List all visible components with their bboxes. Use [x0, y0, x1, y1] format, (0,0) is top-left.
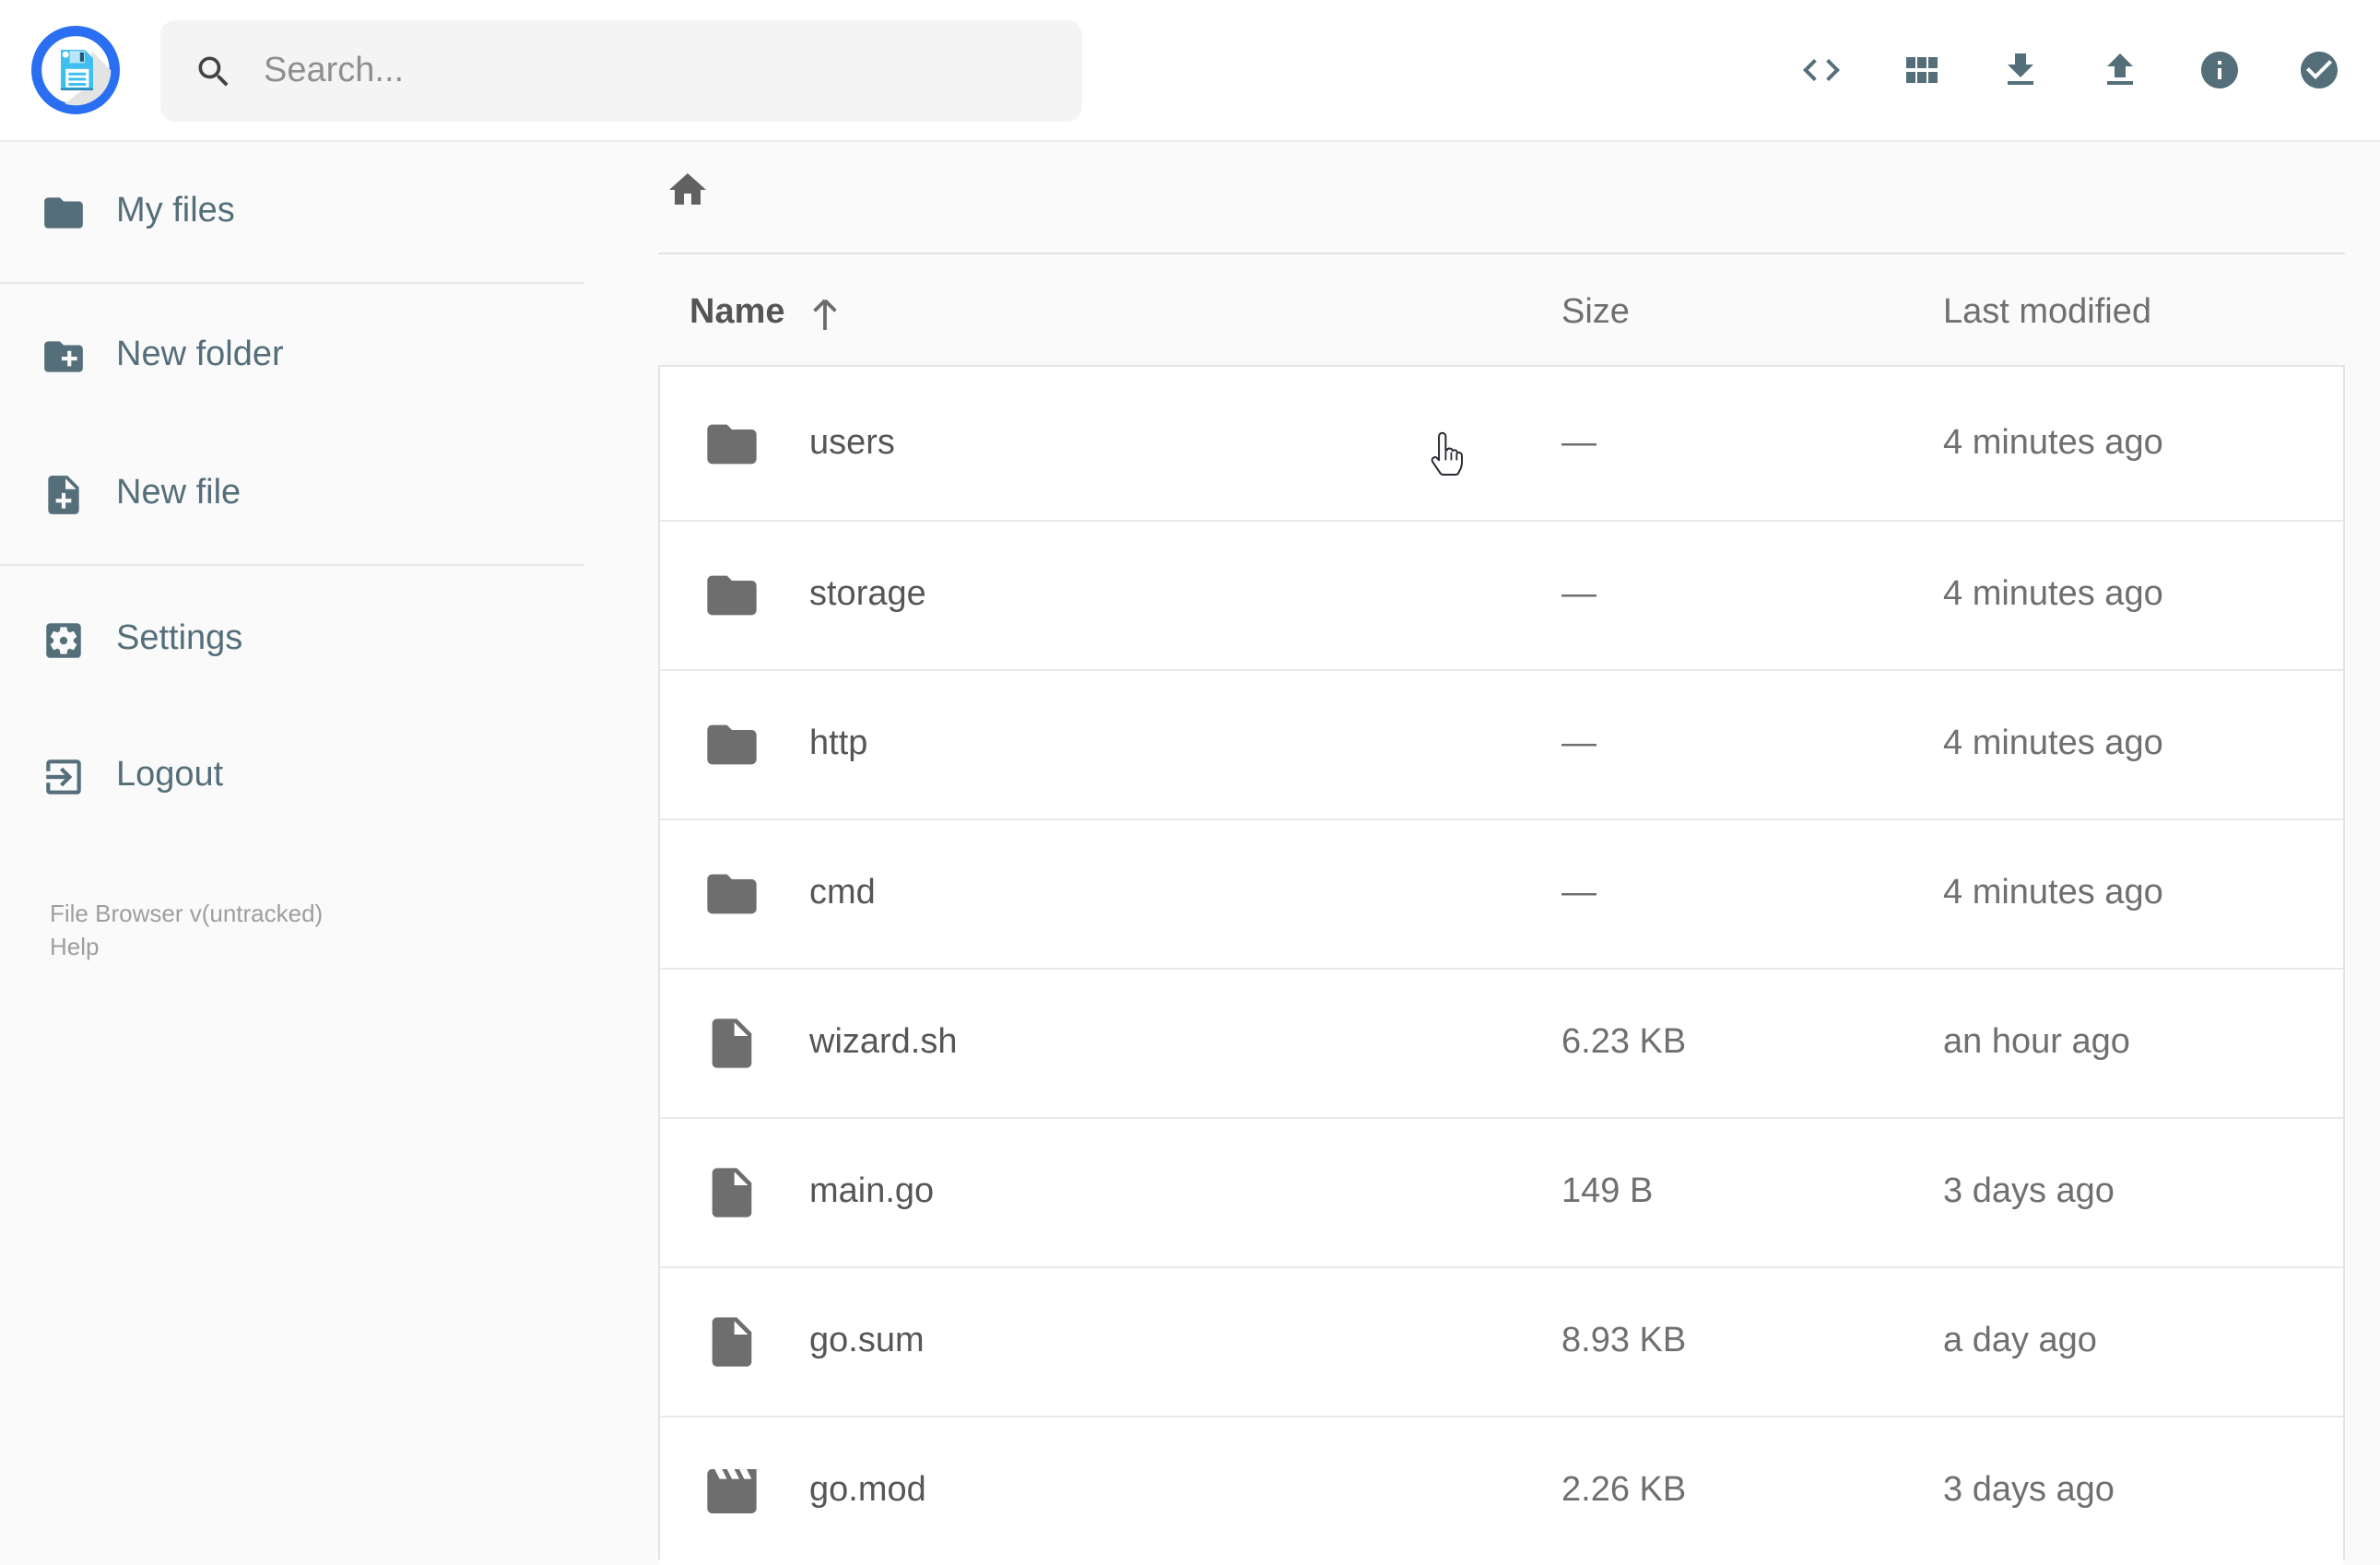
name-cell: go.sum	[660, 1312, 1561, 1371]
size-cell: —	[1561, 423, 1596, 462]
folder-icon	[707, 423, 757, 464]
modified-cell: 4 minutes ago	[1943, 724, 2163, 763]
sidebar-item-label: New folder	[116, 335, 284, 374]
modified-cell: 4 minutes ago	[1943, 423, 2163, 462]
sidebar-item-label: Logout	[116, 756, 224, 794]
table-row-users[interactable]: users — 4 minutes ago	[660, 367, 2343, 520]
header-action-buttons	[1799, 48, 2341, 92]
name-cell: main.go	[660, 1163, 1561, 1222]
sidebar-item-label: My files	[116, 192, 235, 230]
sidebar-item-label: Settings	[116, 619, 243, 658]
home-icon	[669, 173, 706, 205]
table-row-http[interactable]: http — 4 minutes ago	[660, 669, 2343, 818]
top-header-bar	[0, 0, 2380, 142]
movie-icon	[707, 1469, 757, 1513]
logout-icon	[46, 759, 81, 794]
table-row-go-sum[interactable]: go.sum 8.93 KB a day ago	[660, 1266, 2343, 1416]
help-link[interactable]: Help	[50, 932, 100, 959]
table-row-cmd[interactable]: cmd — 4 minutes ago	[660, 818, 2343, 968]
file-icon	[712, 1317, 752, 1367]
name-cell: storage	[660, 566, 1561, 625]
folder-icon	[707, 724, 757, 765]
filebrowser-logo-icon[interactable]	[29, 24, 122, 116]
column-header-modified[interactable]: Last modified	[1943, 293, 2152, 332]
select-multiple-icon[interactable]	[2297, 48, 2341, 92]
modified-cell: 3 days ago	[1943, 1172, 2115, 1211]
table-row-go-mod[interactable]: go.mod 2.26 KB 3 days ago	[660, 1416, 2343, 1565]
size-cell: 8.93 KB	[1561, 1322, 1687, 1360]
table-row-storage[interactable]: storage — 4 minutes ago	[660, 520, 2343, 669]
sidebar-item-new-folder[interactable]: New folder	[0, 310, 584, 402]
sidebar-footer: File Browser v(untracked) Help	[50, 898, 323, 962]
grid-view-icon[interactable]	[1899, 48, 1943, 92]
sidebar-item-settings[interactable]: Settings	[0, 594, 584, 686]
search-input[interactable]	[260, 49, 1082, 93]
file-name: http	[809, 724, 868, 763]
sidebar-item-new-file[interactable]: New file	[0, 448, 584, 540]
create-new-folder-icon	[44, 340, 83, 371]
modified-cell: a day ago	[1943, 1322, 2097, 1360]
file-name: cmd	[809, 874, 876, 912]
settings-icon	[46, 622, 81, 657]
file-name: main.go	[809, 1172, 935, 1211]
file-icon	[712, 1168, 752, 1218]
code-view-icon[interactable]	[1799, 48, 1844, 92]
size-cell: 149 B	[1561, 1172, 1654, 1211]
app-version-text: File Browser v(untracked)	[50, 900, 324, 927]
file-name: wizard.sh	[809, 1023, 958, 1062]
table-row-main-go[interactable]: main.go 149 B 3 days ago	[660, 1117, 2343, 1266]
table-row-wizard-sh[interactable]: wizard.sh 6.23 KB an hour ago	[660, 968, 2343, 1117]
size-cell: —	[1561, 724, 1596, 763]
new-file-icon	[48, 475, 79, 513]
name-cell: cmd	[660, 865, 1561, 924]
search-icon	[198, 55, 229, 86]
file-name: go.sum	[809, 1322, 925, 1360]
name-cell: http	[660, 715, 1561, 774]
column-header-name[interactable]: Name	[658, 293, 1561, 334]
sidebar-item-label: New file	[116, 474, 242, 512]
file-name: go.mod	[809, 1471, 926, 1510]
size-cell: 6.23 KB	[1561, 1023, 1687, 1062]
name-cell: go.mod	[660, 1462, 1561, 1521]
modified-cell: 3 days ago	[1943, 1471, 2115, 1510]
sort-ascending-icon	[812, 298, 837, 329]
modified-cell: 4 minutes ago	[1943, 575, 2163, 614]
search-bar[interactable]	[160, 20, 1082, 122]
folder-icon	[44, 196, 83, 228]
download-icon[interactable]	[1998, 48, 2043, 92]
sidebar-item-my-files[interactable]: My files	[0, 166, 584, 258]
listing-header-row: Name Size Last modified	[658, 288, 2345, 339]
name-cell: users	[660, 414, 1561, 473]
folder-icon	[707, 874, 757, 914]
folder-icon	[707, 575, 757, 616]
name-cell: wizard.sh	[660, 1014, 1561, 1073]
info-icon[interactable]	[2197, 48, 2242, 92]
file-listing: users — 4 minutes ago storage — 4 minute…	[658, 365, 2345, 1565]
breadcrumb-home-button[interactable]	[666, 168, 710, 212]
file-name: users	[809, 423, 895, 462]
size-cell: —	[1561, 874, 1596, 912]
sidebar-divider	[0, 564, 584, 566]
column-header-size[interactable]: Size	[1561, 293, 1630, 332]
breadcrumb-divider	[658, 253, 2345, 254]
column-header-name-label: Name	[689, 293, 785, 332]
file-icon	[712, 1018, 752, 1068]
modified-cell: 4 minutes ago	[1943, 874, 2163, 912]
sidebar-item-logout[interactable]: Logout	[0, 730, 584, 822]
modified-cell: an hour ago	[1943, 1023, 2130, 1062]
upload-icon[interactable]	[2098, 48, 2142, 92]
sidebar-divider	[0, 282, 584, 284]
file-name: storage	[809, 575, 926, 614]
size-cell: 2.26 KB	[1561, 1471, 1687, 1510]
size-cell: —	[1561, 575, 1596, 614]
